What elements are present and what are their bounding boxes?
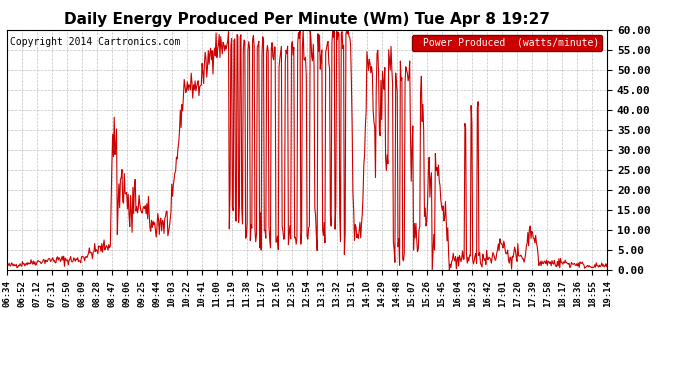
Title: Daily Energy Produced Per Minute (Wm) Tue Apr 8 19:27: Daily Energy Produced Per Minute (Wm) Tu…: [64, 12, 550, 27]
Text: Copyright 2014 Cartronics.com: Copyright 2014 Cartronics.com: [10, 37, 180, 47]
Legend: Power Produced  (watts/minute): Power Produced (watts/minute): [413, 35, 602, 51]
